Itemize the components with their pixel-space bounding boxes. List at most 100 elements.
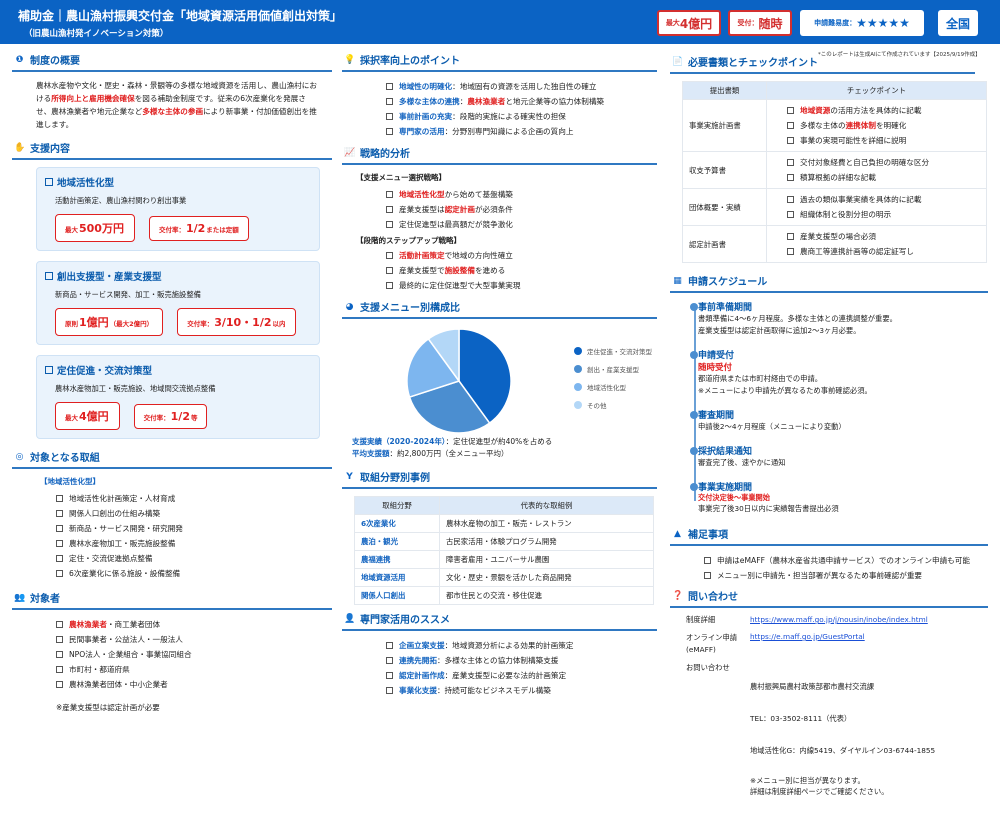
overview-text: 農林水産物や文化・歴史・森林・景観等の多様な地域資源を活用し、農山漁村における所… (12, 79, 332, 131)
timeline-dot (690, 483, 698, 491)
legend-swatch (574, 347, 582, 355)
document-checks: 産業支援型の場合必須 農商工等連携計画等の認定証写し (766, 225, 987, 263)
section-title: 戦略的分析 (360, 149, 410, 160)
section-title: 支援メニュー別構成比 (360, 303, 460, 314)
step-heading: 採択結果通知 (698, 447, 753, 457)
table-row: 収支予算書 交付対象経費と自己負担の明確な区分 積算根拠の詳細な記載 (682, 151, 987, 189)
checklist-item: 企画立案支援：地域資源分析による効果的計画策定 (342, 638, 657, 653)
text-segment: メニュー別に申請先・担当部署が異なるため事前確認が重要 (717, 571, 923, 580)
checkbox-icon (386, 657, 393, 664)
checklist-item: 産業支援型は認定計画が必須条件 (342, 202, 657, 217)
step-text: 事業完了後30日以内に実績報告書提出必須 (698, 504, 839, 513)
item-text: 専門家の活用：分野別専門知識による企画の質向上 (399, 124, 573, 139)
card-description: 活動計画策定、農山漁村関わり創出事業 (55, 196, 187, 205)
support-card: 定住促進・交流対策型 農林水産物加工・販売施設、地域間交流拠点整備 最大 4億円 交付率… (36, 355, 320, 439)
case-field: 農泊・観光 (354, 532, 440, 551)
section-title: 必要書類とチェックポイント (688, 58, 818, 69)
text-segment: 定住促進型は最高額だが競争激化 (399, 220, 513, 229)
text-segment: 6次産業化に係る施設・設備整備 (69, 569, 181, 578)
pill-prefix: 最大 (65, 414, 78, 422)
detail-link[interactable]: https://www.maff.go.jp/j/nousin/inobe/in… (750, 615, 928, 624)
checklist-item: NPO法人・企業組合・事業協同組合 (12, 647, 332, 662)
checkbox-icon (56, 555, 63, 562)
experts-list: 企画立案支援：地域資源分析による効果的計画策定 連携先開拓：多様な主体との協力体制… (342, 638, 657, 698)
document-name: 認定計画書 (682, 225, 767, 263)
step-text: 書類準備に4〜6ヶ月程度。多様な主体との連携調整が重要。 (698, 314, 897, 323)
step-heading: 事前準備期間 (698, 303, 753, 313)
pie-slice (427, 328, 460, 384)
contact-info: 制度詳細 https://www.maff.go.jp/j/nousin/ino… (670, 615, 992, 813)
emaff-link[interactable]: https://e.maff.go.jp/GuestPortal (750, 632, 865, 641)
text-segment: 定住・交流促進拠点整備 (69, 554, 153, 563)
item-text: 市町村・都道府県 (69, 662, 130, 677)
checkbox-icon (56, 666, 63, 673)
step-text: 申請後2〜4ヶ月程度（メニューにより変動） (698, 422, 846, 431)
checklist-item: 関係人口創出の仕組み構築 (12, 506, 332, 521)
legend-item: その他 (574, 400, 652, 410)
amount-pill: 原則 1億円 （最大2億円） (55, 308, 164, 336)
checklist-item: 民間事業者・公益法人・一般法人 (12, 632, 332, 647)
item-text: 農林漁業者・商工業者団体 (69, 617, 160, 632)
checkbox-icon (45, 366, 53, 374)
supplement-list: 申請はeMAFF（農林水産省共通申請サービス）でのオンライン申請も可能メニュー別… (660, 553, 992, 583)
legend-label: その他 (587, 402, 607, 410)
item-text: 農林漁業者団体・中小企業者 (69, 677, 168, 692)
amount-pill: 最大 4億円 (55, 402, 120, 430)
checklist-item: 地域活性化型から始めて基盤構築 (342, 187, 657, 202)
item-text: 産業支援型の場合必須 (800, 229, 876, 244)
docs-table: 提出書類 チェックポイント 事業実施計画書 地域資源の活用方法を具体的に記載 多様な主… (682, 81, 987, 263)
item-text: 事業の実現可能性を詳細に説明 (800, 133, 906, 148)
item-text: 連携先開拓：多様な主体との協力体制構築支援 (399, 653, 558, 668)
item-text: 多様な主体の連携体制を明確化 (800, 118, 906, 133)
text-segment: ：地域資源分析による効果的計画策定 (444, 641, 574, 650)
checkbox-icon (386, 687, 393, 694)
item-text: 申請はeMAFF（農林水産省共通申請サービス）でのオンライン申請も可能 (717, 553, 970, 568)
card-title: 創出支援型・産業支援型 (45, 269, 311, 283)
legend-label: 地域活性化型 (587, 384, 626, 392)
badge-prefix: 最大 (665, 19, 680, 27)
column-header: 取組分野 (354, 496, 440, 515)
checkbox-icon (386, 267, 393, 274)
pie-svg (406, 328, 512, 434)
case-example: 都市住民との交流・移住促進 (439, 586, 654, 605)
stat-value: ：約2,800万円（全メニュー平均） (389, 449, 509, 458)
table-row: 農泊・観光 古民家活用・体験プログラム開発 (354, 532, 654, 551)
pill-prefix: 原則 (65, 320, 78, 328)
timeline-dot (690, 411, 698, 419)
section-targets: 👥 対象者 (12, 590, 332, 610)
item-text: 定住・交流促進拠点整備 (69, 551, 153, 566)
highlight-text: 農林漁業者 (69, 620, 107, 629)
checklist-item: 産業支援型で施設整備を進める (342, 263, 657, 278)
card-pills: 最大 500万円 交付率： 1/2 または定額 (45, 214, 311, 242)
page-subtitle: （旧農山漁村発イノベーション対策） (24, 29, 169, 39)
checkbox-icon (386, 83, 393, 90)
checklist-item: 定住・交流促進拠点整備 (12, 551, 332, 566)
document-checks: 地域資源の活用方法を具体的に記載 多様な主体の連携体制を明確化 事業の実現可能性を詳… (766, 99, 987, 152)
stat-label: 平均支援額 (352, 449, 390, 458)
item-text: 事前計画の充実：段階的実施による確実性の担保 (399, 109, 566, 124)
column-header: 提出書類 (682, 81, 767, 100)
legend-swatch (574, 401, 582, 409)
item-text: 新商品・サービス開発・研究開発 (69, 521, 183, 536)
checkbox-icon (386, 221, 393, 228)
case-field: 6次産業化 (354, 514, 440, 533)
text-segment: 最終的に定住促進型で大型事業実現 (399, 281, 521, 290)
person-icon: 👤 (344, 613, 356, 624)
card-pills: 原則 1億円 （最大2億円） 交付率： 3/10・1/2 以内 (45, 308, 311, 336)
highlight-text: 事前計画の充実 (399, 112, 453, 121)
highlight-text: 活動計画策定 (399, 251, 445, 260)
timeline-line (694, 306, 696, 501)
inquiry-line: 地域活性化G：内線5419、ダイヤルイン03-6744-1855 (750, 746, 936, 755)
checklist-item: 事業化支援：持続可能なビジネスモデル構築 (342, 683, 657, 698)
legend-label: 創出・産業支援型 (587, 366, 639, 374)
step-text: 産業支援型は認定計画取得に追加2〜3ヶ月必要。 (698, 326, 861, 335)
checklist-item: 組織体制と役割分担の明示 (743, 207, 986, 222)
case-field: 農福連携 (354, 550, 440, 569)
stat-value: ：定住促進型が約40%を占める (445, 437, 553, 446)
checklist-item: 専門家の活用：分野別専門知識による企画の質向上 (342, 124, 657, 139)
case-field: 地域資源活用 (354, 568, 440, 587)
text-segment: 農林漁業者団体・中小企業者 (69, 680, 168, 689)
section-title: 支援内容 (30, 144, 70, 155)
strategy-subheading-2: 【段階的ステップアップ戦略】 (356, 236, 461, 245)
inquiry-details: 農村振興局農村政策部都市農村交流課 TEL：03-3502-8111（代表） 地… (750, 663, 992, 813)
